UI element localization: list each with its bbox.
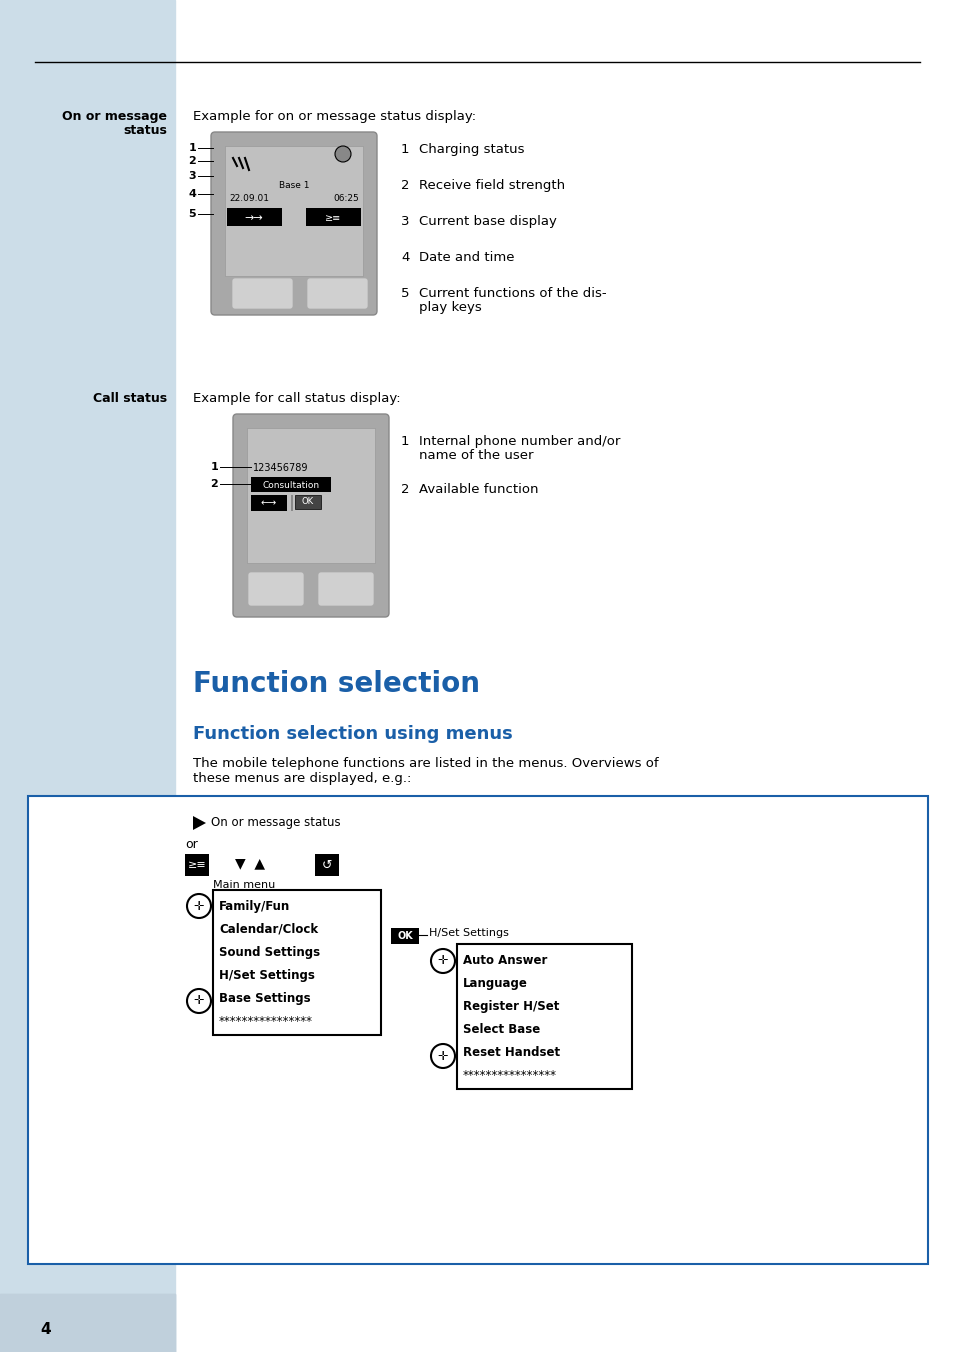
Bar [247, 429, 375, 562]
Text: Function selection using menus: Function selection using menus [193, 725, 512, 744]
Text: ****************: **************** [462, 1069, 557, 1082]
Text: Function selection: Function selection [193, 671, 479, 698]
Text: 3: 3 [188, 170, 195, 181]
Text: Base 1: Base 1 [278, 181, 309, 191]
Text: Available function: Available function [418, 483, 537, 496]
Text: 123456789: 123456789 [253, 462, 308, 473]
Bar [213, 890, 380, 1036]
Text: 1: 1 [400, 435, 409, 448]
Text: Consultation: Consultation [262, 480, 319, 489]
Text: The mobile telephone functions are listed in the menus. Overviews of
these menus: The mobile telephone functions are liste… [193, 757, 658, 786]
Text: ****************: **************** [219, 1015, 313, 1028]
FancyBboxPatch shape [233, 414, 389, 617]
Bar [227, 208, 282, 226]
Circle shape [335, 146, 351, 162]
FancyBboxPatch shape [248, 572, 304, 606]
Text: 5: 5 [400, 287, 409, 300]
Text: OK: OK [396, 932, 413, 941]
Text: Call status: Call status [92, 392, 167, 406]
Bar [391, 927, 418, 944]
Text: 1: 1 [210, 462, 218, 472]
Text: H/Set Settings: H/Set Settings [219, 969, 314, 982]
Text: 4: 4 [400, 251, 409, 264]
Text: name of the user: name of the user [418, 449, 533, 462]
Text: Auto Answer: Auto Answer [462, 955, 547, 967]
Text: or: or [185, 838, 197, 850]
Text: status: status [123, 124, 167, 137]
Text: Register H/Set: Register H/Set [462, 1000, 558, 1013]
Text: ✛: ✛ [193, 899, 204, 913]
Text: Select Base: Select Base [462, 1023, 539, 1036]
Bar [291, 495, 293, 511]
Bar [306, 208, 360, 226]
Text: OK: OK [301, 498, 314, 507]
Text: ▼  ▲: ▼ ▲ [234, 856, 265, 869]
Text: Sound Settings: Sound Settings [219, 946, 320, 959]
Text: 2: 2 [188, 155, 195, 166]
Text: Family/Fun: Family/Fun [219, 900, 290, 913]
Text: 2: 2 [400, 178, 409, 192]
Text: Internal phone number and/or: Internal phone number and/or [418, 435, 619, 448]
Bar [225, 146, 363, 276]
Bar [456, 944, 631, 1088]
Bar [185, 854, 209, 876]
Text: ✛: ✛ [193, 995, 204, 1007]
Bar [0, 1294, 174, 1352]
Text: Date and time: Date and time [418, 251, 514, 264]
Bar [294, 495, 320, 508]
Bar [251, 495, 287, 511]
Text: Base Settings: Base Settings [219, 992, 311, 1005]
Text: 5: 5 [188, 210, 195, 219]
FancyBboxPatch shape [211, 132, 376, 315]
Text: ↺: ↺ [321, 859, 332, 872]
Text: 2: 2 [210, 479, 218, 489]
Polygon shape [193, 817, 206, 830]
Bar [0, 0, 174, 1352]
Text: play keys: play keys [418, 301, 481, 314]
Bar [0, 1294, 174, 1352]
Text: Current base display: Current base display [418, 215, 557, 228]
Text: ≥≡: ≥≡ [325, 214, 341, 223]
Text: Main menu: Main menu [213, 880, 275, 890]
Text: ✛: ✛ [437, 1049, 448, 1063]
FancyBboxPatch shape [232, 279, 293, 310]
FancyBboxPatch shape [307, 279, 368, 310]
Text: On or message status: On or message status [211, 817, 340, 829]
Text: 4: 4 [40, 1322, 51, 1337]
Bar [314, 854, 338, 876]
Bar [251, 477, 331, 492]
Text: 06:25: 06:25 [333, 193, 358, 203]
Bar [28, 796, 927, 1264]
Text: 2: 2 [400, 483, 409, 496]
FancyBboxPatch shape [317, 572, 374, 606]
Text: Language: Language [462, 977, 527, 990]
Text: →→: →→ [244, 214, 263, 223]
Text: Example for on or message status display:: Example for on or message status display… [193, 110, 476, 123]
Text: 22.09.01: 22.09.01 [229, 193, 269, 203]
Text: Current functions of the dis-: Current functions of the dis- [418, 287, 606, 300]
Text: 1: 1 [188, 143, 195, 153]
Text: ✛: ✛ [437, 955, 448, 968]
Text: Receive field strength: Receive field strength [418, 178, 564, 192]
Text: Reset Handset: Reset Handset [462, 1046, 559, 1059]
Text: 3: 3 [400, 215, 409, 228]
Text: ≥≡: ≥≡ [188, 860, 206, 869]
Text: ←→: ←→ [260, 498, 276, 508]
Text: 4: 4 [188, 189, 195, 199]
Text: Example for call status display:: Example for call status display: [193, 392, 400, 406]
Text: Charging status: Charging status [418, 143, 524, 155]
Text: Calendar/Clock: Calendar/Clock [219, 923, 317, 936]
Text: 1: 1 [400, 143, 409, 155]
Text: H/Set Settings: H/Set Settings [429, 927, 508, 938]
Text: On or message: On or message [62, 110, 167, 123]
